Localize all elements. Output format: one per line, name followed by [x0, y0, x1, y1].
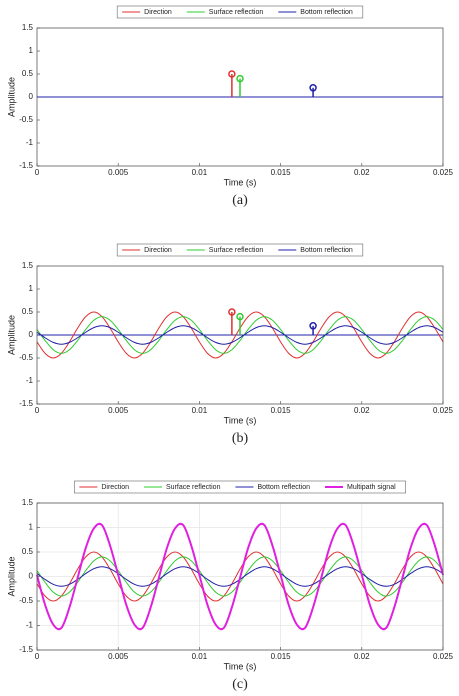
x-tick-label: 0.025: [433, 652, 454, 661]
series-line: [36, 522, 444, 631]
y-tick-label: 1.5: [22, 498, 34, 507]
y-tick-label: 1: [29, 46, 34, 55]
x-tick-label: 0.015: [271, 652, 292, 661]
x-axis-label: Time (s): [224, 661, 257, 671]
series-line: [36, 325, 444, 345]
legend-box: [116, 5, 364, 19]
axes-box: [36, 27, 444, 167]
y-tick-label: -1: [26, 138, 34, 147]
y-tick-label: 0.5: [22, 307, 34, 316]
stem-marker: [228, 70, 236, 78]
legend-label: Direction: [144, 247, 172, 254]
chart-panel: -1.5 -1 -0.5 0 0.5 1 1.5 0 0.005 0.01 0.015 0.02 0.0…: [6, 480, 454, 692]
y-tick-label: -0.5: [19, 115, 33, 124]
y-tick-label: -1: [26, 621, 34, 630]
y-tick-label: 0: [29, 330, 34, 339]
x-tick-label: 0: [35, 652, 40, 661]
y-tick-label: 0: [29, 572, 34, 581]
x-tick-label: 0.015: [271, 406, 292, 415]
x-tick-label: 0.02: [354, 406, 370, 415]
x-tick-label: 0.01: [192, 406, 208, 415]
axes-box: [36, 502, 444, 651]
series-line: [36, 556, 444, 597]
legend-label: Multipath signal: [347, 484, 396, 491]
caption: (a): [232, 193, 248, 208]
x-tick-label: 0.01: [192, 652, 208, 661]
legend: Direction Surface reflection Bottom reflec…: [116, 243, 364, 257]
chart-panel: -1.5 -1 -0.5 0 0.5 1 1.5 0 0.005 0.01 0.015 0.02 0.0…: [6, 243, 454, 446]
stem-marker: [236, 312, 244, 321]
y-tick-label: -1.5: [19, 161, 33, 170]
stem-marker: [236, 74, 244, 83]
y-axis-label: Amplitude: [6, 556, 16, 596]
series-line: [36, 316, 444, 354]
x-tick-label: 0.005: [108, 406, 129, 415]
x-tick-label: 0.025: [433, 168, 454, 177]
legend-label: Bottom reflection: [300, 247, 353, 254]
axes-box: [36, 265, 444, 405]
y-tick-label: 1.5: [22, 23, 34, 32]
x-tick-label: 0.025: [433, 406, 454, 415]
y-tick-label: 1: [29, 523, 34, 532]
x-tick-label: 0.015: [271, 168, 292, 177]
legend-label: Surface reflection: [209, 9, 264, 16]
chart-panel: -1.5 -1 -0.5 0 0.5 1 1.5 0 0.005 0.01 0.015 0.02 0.0…: [6, 5, 454, 208]
legend: Direction Surface reflection Bottom reflec…: [74, 480, 406, 494]
stem-marker: [309, 322, 317, 330]
x-tick-label: 0.005: [108, 652, 129, 661]
x-tick-label: 0.005: [108, 168, 129, 177]
legend-label: Direction: [144, 9, 172, 16]
legend-label: Bottom reflection: [257, 484, 310, 491]
legend-box: [116, 243, 364, 257]
y-tick-label: 1.5: [22, 261, 34, 270]
caption: (b): [232, 431, 249, 446]
legend-label: Bottom reflection: [300, 9, 353, 16]
y-tick-label: -1.5: [19, 399, 33, 408]
x-axis-label: Time (s): [224, 415, 257, 425]
y-tick-label: 0.5: [22, 547, 34, 556]
x-axis-label: Time (s): [224, 177, 257, 187]
y-axis-label: Amplitude: [6, 315, 16, 355]
caption: (c): [232, 677, 248, 692]
x-tick-label: 0.01: [192, 168, 208, 177]
y-tick-label: -1.5: [19, 645, 33, 654]
x-tick-label: 0: [35, 168, 40, 177]
x-tick-label: 0.02: [354, 652, 370, 661]
y-tick-label: 0.5: [22, 69, 34, 78]
stem-marker: [309, 84, 317, 92]
legend-label: Surface reflection: [166, 484, 221, 491]
y-tick-label: 1: [29, 284, 34, 293]
y-tick-label: -1: [26, 376, 34, 385]
y-tick-label: -0.5: [19, 596, 33, 605]
y-tick-label: 0: [29, 92, 34, 101]
legend-label: Direction: [101, 484, 129, 491]
series-line: [36, 551, 444, 602]
x-tick-label: 0.02: [354, 168, 370, 177]
stem-marker: [228, 308, 236, 316]
legend-label: Surface reflection: [209, 247, 264, 254]
y-axis-label: Amplitude: [6, 77, 16, 117]
legend: Direction Surface reflection Bottom reflec…: [116, 5, 364, 19]
y-tick-label: -0.5: [19, 353, 33, 362]
x-tick-label: 0: [35, 406, 40, 415]
